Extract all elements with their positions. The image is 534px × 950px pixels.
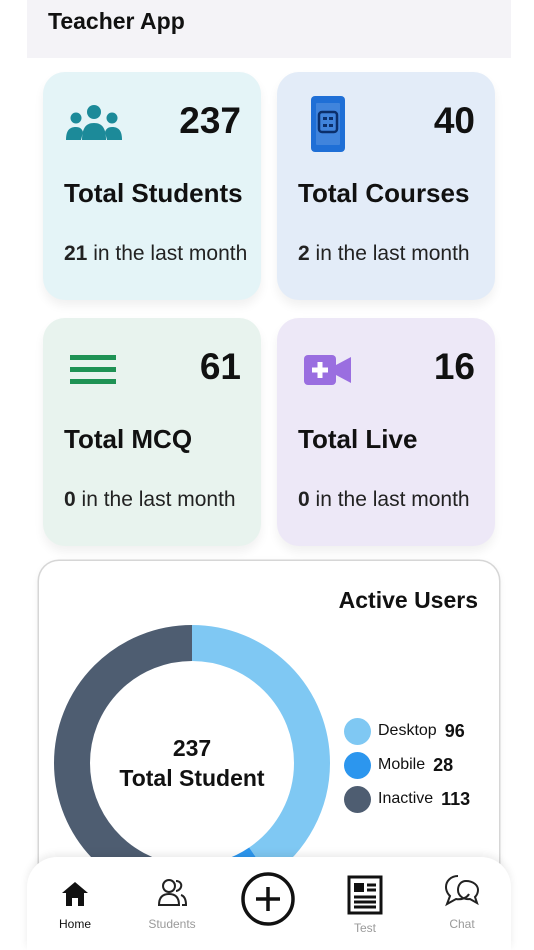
- legend-item-desktop: Desktop 96: [344, 714, 470, 748]
- stat-sub-text: in the last month: [309, 488, 470, 511]
- stat-subtext: 21 in the last month: [64, 242, 247, 266]
- stat-sub-count: 2: [298, 242, 310, 265]
- bottom-navigation: Home Students: [27, 857, 511, 950]
- stat-label: Total Students: [64, 178, 243, 208]
- stat-card-courses[interactable]: 40 Total Courses 2 in the last month: [277, 72, 495, 300]
- donut-slice-inactive: [54, 625, 330, 901]
- stat-subtext: 0 in the last month: [298, 488, 470, 512]
- legend-value: 28: [433, 754, 454, 775]
- active-users-card: Active Users 237 Total Student Desktop 9…: [39, 561, 499, 901]
- stat-value: 237: [179, 100, 241, 141]
- nav-label: Students: [148, 917, 196, 931]
- stat-card-students[interactable]: 237 Total Students 21 in the last month: [43, 72, 261, 300]
- stat-card-mcq[interactable]: 61 Total MCQ 0 in the last month: [43, 318, 261, 546]
- stat-subtext: 0 in the last month: [64, 488, 236, 512]
- legend-value: 113: [441, 788, 471, 809]
- legend-value: 96: [444, 720, 465, 741]
- nav-label: Test: [353, 921, 376, 935]
- donut-center-value: 237: [172, 735, 212, 761]
- legend-item-inactive: Inactive 113: [344, 782, 470, 816]
- home-icon: [30, 857, 120, 907]
- stat-label: Total MCQ: [64, 424, 193, 454]
- people-icon: [63, 100, 125, 148]
- legend-label: Desktop: [378, 722, 437, 739]
- stat-card-live[interactable]: 16 Total Live 0 in the last month: [277, 318, 495, 546]
- app-header: Teacher App: [27, 0, 511, 58]
- donut-center-text: 237 Total Student: [52, 733, 332, 793]
- nav-add-button[interactable]: [223, 857, 313, 950]
- chart-legend: Desktop 96 Mobile 28 Inactive 113: [344, 714, 470, 816]
- legend-label: Mobile: [378, 756, 426, 773]
- list-lines-icon: [63, 346, 125, 394]
- stat-sub-count: 21: [64, 242, 88, 265]
- legend-swatch: [344, 717, 371, 745]
- test-document-icon: [320, 857, 410, 915]
- nav-home[interactable]: Home: [30, 857, 120, 950]
- stat-sub-text: in the last month: [309, 242, 470, 265]
- app-title: Teacher App: [48, 8, 185, 34]
- nav-label: Home: [58, 917, 91, 931]
- stat-sub-text: in the last month: [87, 242, 248, 265]
- stat-value: 61: [199, 346, 241, 387]
- nav-label: Chat: [449, 917, 475, 931]
- stat-sub-count: 0: [64, 488, 76, 511]
- stat-label: Total Live: [298, 424, 418, 454]
- stat-sub-text: in the last month: [75, 488, 236, 511]
- stat-value: 40: [433, 100, 475, 141]
- legend-label: Inactive: [378, 790, 434, 807]
- chart-title: Active Users: [338, 587, 478, 613]
- nav-test[interactable]: Test: [320, 857, 410, 950]
- legend-item-mobile: Mobile 28: [344, 748, 470, 782]
- phone-book-icon: [297, 96, 359, 152]
- nav-students[interactable]: Students: [127, 857, 217, 950]
- donut-center-label: Total Student: [119, 765, 265, 791]
- students-icon: [127, 857, 217, 907]
- chat-icon: [417, 857, 507, 907]
- stat-label: Total Courses: [298, 178, 470, 208]
- stat-sub-count: 0: [298, 488, 310, 511]
- legend-swatch: [344, 751, 371, 779]
- legend-swatch: [344, 785, 371, 813]
- stat-subtext: 2 in the last month: [298, 242, 470, 266]
- video-add-icon: [297, 346, 359, 394]
- stat-value: 16: [433, 346, 475, 387]
- nav-chat[interactable]: Chat: [417, 857, 507, 950]
- add-circle-icon: [223, 857, 313, 927]
